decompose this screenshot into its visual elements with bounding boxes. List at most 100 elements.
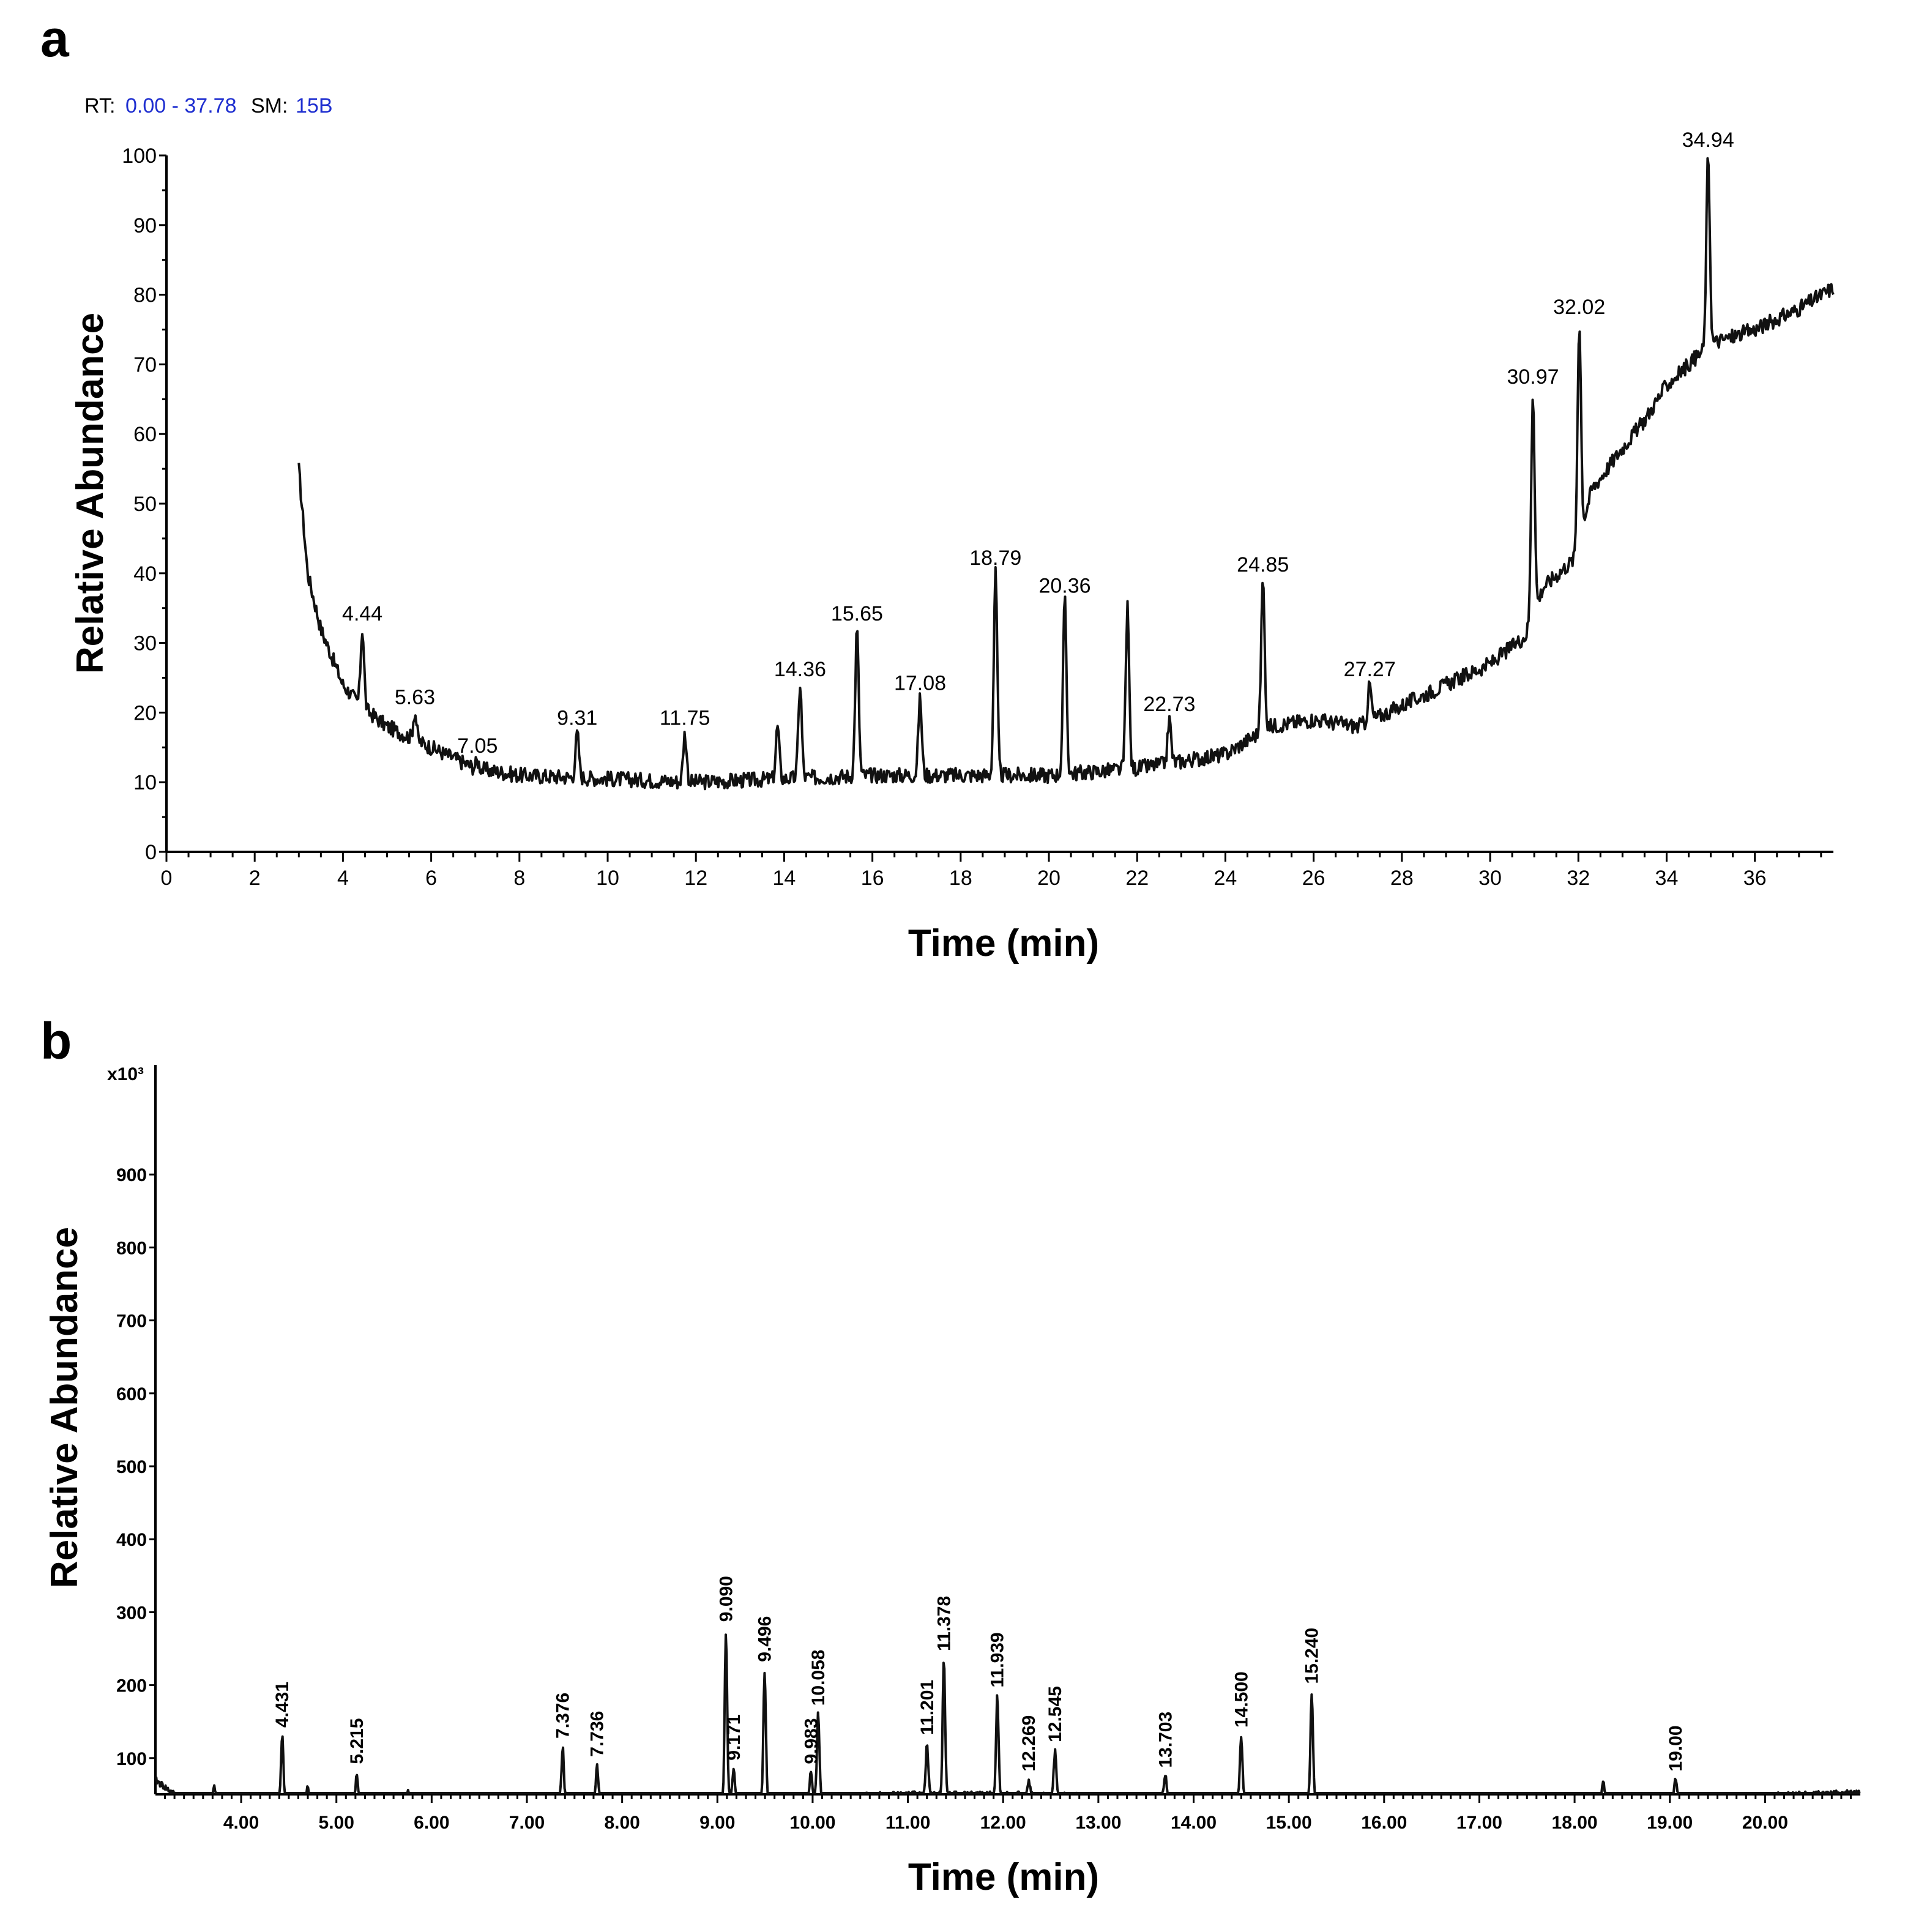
- sm-label: SM:: [251, 94, 288, 117]
- panel-a-peak-label: 27.27: [1344, 658, 1396, 681]
- panel-b-peak-label: 7.376: [553, 1693, 573, 1739]
- panel-b-peak-label: 14.500: [1231, 1671, 1251, 1728]
- panel-a-x-tick-label: 24: [1214, 867, 1237, 890]
- panel-b-x-tick-label: 19.00: [1647, 1813, 1693, 1833]
- panel-b-peak-label: 7.736: [587, 1711, 608, 1757]
- panel-a-y-tick-label: 80: [133, 284, 157, 307]
- panel-a-x-tick-label: 18: [949, 867, 972, 890]
- panel-a-x-tick-label: 16: [861, 867, 884, 890]
- panel-a-peak-label: 34.94: [1682, 129, 1734, 152]
- panel-a-peak-label: 24.85: [1237, 553, 1289, 576]
- panel-a-peak-label: 17.08: [894, 672, 946, 695]
- panel-a-y-tick-label: 0: [145, 841, 157, 864]
- panel-b-y-tick-label: 900: [116, 1165, 147, 1185]
- panel-a-x-tick-label: 26: [1302, 867, 1325, 890]
- panel-a-trace: [297, 157, 1835, 791]
- panel-b-peak-label: 5.215: [347, 1718, 367, 1764]
- panel-b-peak-label: 11.201: [917, 1680, 938, 1735]
- panel-a-x-tick-label: 8: [513, 867, 525, 890]
- panel-b-x-tick-label: 17.00: [1456, 1813, 1502, 1833]
- panel-a-y-axis-title: Relative Abundance: [69, 313, 111, 674]
- panel-b-y-tick-label: 200: [116, 1676, 147, 1696]
- panel-b-x-tick-label: 10.00: [789, 1813, 835, 1833]
- panel-a-y-tick-label: 70: [133, 353, 157, 376]
- panel-b-y-tick-label: 400: [116, 1530, 147, 1550]
- panel-a-x-tick-label: 12: [684, 867, 707, 890]
- panel-a-peak-label: 15.65: [831, 602, 883, 625]
- panel-b-x-tick-label: 13.00: [1075, 1813, 1121, 1833]
- rt-label: RT:: [84, 94, 115, 117]
- panel-a-x-tick-label: 22: [1125, 867, 1149, 890]
- panel-a-y-tick-label: 50: [133, 493, 157, 516]
- panel-b-x-tick-label: 8.00: [604, 1813, 639, 1833]
- panel-a-header: RT: 0.00 - 37.78 SM: 15B: [84, 94, 333, 117]
- panel-b-y-tick-label: 300: [116, 1603, 147, 1623]
- panel-b-x-tick-label: 9.00: [699, 1813, 735, 1833]
- panel-a-peak-label: 18.79: [969, 546, 1021, 570]
- panel-b-x-tick-label: 11.00: [885, 1813, 930, 1833]
- panel-b-peak-label: 11.378: [934, 1596, 954, 1651]
- panel-b-y-tick-label: 600: [116, 1384, 147, 1404]
- panel-b-x-tick-label: 6.00: [414, 1813, 449, 1833]
- panel-a-x-tick-label: 36: [1743, 867, 1767, 890]
- rt-value: 0.00 - 37.78: [125, 94, 236, 117]
- panel-b-peak-label: 9.496: [755, 1616, 775, 1662]
- sm-value: 15B: [296, 94, 333, 117]
- panel-a-y-tick-label: 30: [133, 632, 157, 655]
- panel-b-x-tick-label: 16.00: [1361, 1813, 1407, 1833]
- panel-b-trace: [155, 1633, 1861, 1794]
- panel-a-x-tick-label: 20: [1037, 867, 1061, 890]
- panel-a-letter: a: [40, 10, 70, 67]
- panel-b-peak-label: 13.703: [1155, 1712, 1176, 1768]
- panel-a-x-tick-label: 10: [596, 867, 619, 890]
- panel-b-peak-label: 15.240: [1302, 1628, 1322, 1684]
- panel-a-x-tick-label: 28: [1390, 867, 1414, 890]
- panel-a-peak-label: 14.36: [774, 658, 826, 681]
- panel-a-x-tick-label: 14: [773, 867, 796, 890]
- panel-b-peak-label: 10.058: [808, 1650, 829, 1706]
- panel-b-peak-label: 12.545: [1045, 1686, 1065, 1742]
- panel-a-x-tick-label: 4: [337, 867, 349, 890]
- panel-a-x-tick-label: 32: [1567, 867, 1590, 890]
- panel-a-x-tick-label: 34: [1655, 867, 1679, 890]
- panel-a-peak-label: 32.02: [1553, 296, 1605, 319]
- panel-b-x-tick-label: 20.00: [1742, 1813, 1788, 1833]
- panel-b-x-tick-label: 18.00: [1552, 1813, 1598, 1833]
- panel-b-peak-label: 9.171: [724, 1715, 744, 1761]
- panel-b-y-tick-label: 800: [116, 1238, 147, 1258]
- panel-b-x-tick-label: 7.00: [509, 1813, 545, 1833]
- panel-a-x-tick-label: 30: [1478, 867, 1502, 890]
- panel-b-x-tick-label: 15.00: [1266, 1813, 1312, 1833]
- panel-a-peak-label: 7.05: [457, 734, 498, 758]
- panel-b-x-tick-label: 14.00: [1171, 1813, 1217, 1833]
- panel-a-y-tick-label: 40: [133, 562, 157, 586]
- panel-a-peak-label: 22.73: [1143, 693, 1195, 716]
- panel-b-x-tick-label: 12.00: [980, 1813, 1026, 1833]
- panel-a-peak-label: 9.31: [557, 707, 597, 730]
- panel-a-peak-label: 20.36: [1038, 574, 1090, 597]
- panel-a-x-tick-label: 2: [249, 867, 261, 890]
- panel-b-y-multiplier: x10³: [107, 1064, 144, 1084]
- panel-b-chart: 100 200 300 400 500 600 700 800 900 4.00 5.00 6.00 7…: [116, 1065, 1861, 1833]
- panel-b-x-tick-label: 5.00: [319, 1813, 354, 1833]
- panel-b-peak-label: 4.431: [272, 1682, 293, 1728]
- panel-a-y-tick-label: 20: [133, 701, 157, 725]
- panel-b-peak-label: 12.269: [1019, 1715, 1039, 1772]
- panel-a-x-axis-title: Time (min): [908, 922, 1099, 964]
- panel-a-peak-label: 11.75: [660, 707, 710, 730]
- panel-b-peak-label: 19.00: [1666, 1725, 1686, 1771]
- panel-a-y-tick-label: 60: [133, 423, 157, 446]
- panel-b-y-axis-title: Relative Abundance: [43, 1227, 86, 1588]
- panel-b-peak-label: 9.090: [716, 1576, 736, 1622]
- panel-b-x-tick-label: 4.00: [223, 1813, 259, 1833]
- panel-b-letter: b: [40, 1012, 72, 1070]
- panel-a-peak-label: 30.97: [1507, 365, 1559, 389]
- panel-b-y-tick-label: 500: [116, 1457, 147, 1477]
- panel-a-y-tick-label: 100: [122, 144, 157, 168]
- panel-a-peak-label: 5.63: [395, 685, 435, 709]
- panel-b-peak-label: 9.983: [801, 1718, 821, 1764]
- panel-a-x-tick-label: 6: [425, 867, 437, 890]
- panel-a-x-tick-label: 0: [161, 867, 173, 890]
